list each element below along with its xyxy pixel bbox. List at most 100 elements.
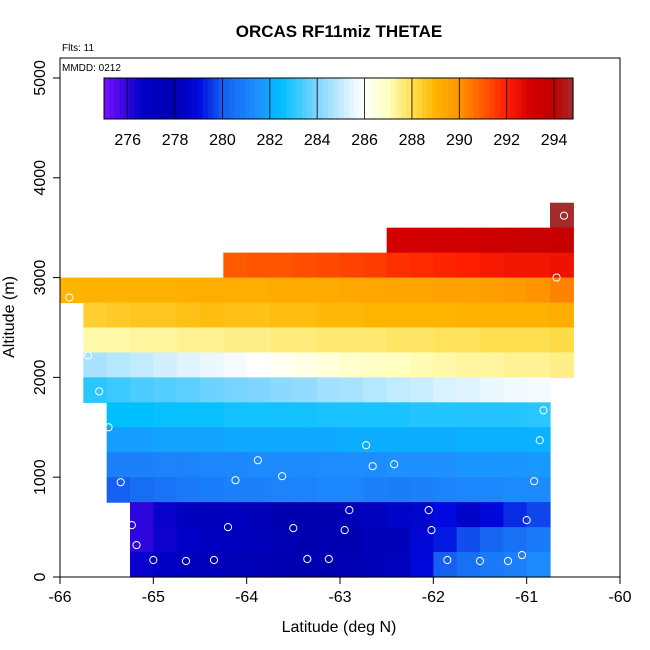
heatmap-cell	[130, 427, 154, 453]
heatmap-cell	[223, 452, 248, 478]
heatmap-cell	[223, 302, 248, 329]
sample-point	[443, 555, 452, 565]
colorbar-band	[234, 78, 241, 119]
heatmap-cell	[316, 277, 341, 304]
heatmap-cell	[433, 277, 458, 304]
heatmap-cell	[433, 252, 458, 279]
y-axis-label: Altitude (m)	[1, 276, 18, 358]
sample-point	[559, 211, 569, 220]
colorbar-band	[161, 78, 168, 119]
heatmap-cell	[316, 452, 341, 478]
colorbar-tick-label: 284	[304, 132, 331, 149]
heatmap-cell	[550, 227, 574, 254]
heatmap-cell	[176, 377, 201, 403]
colorbar-band	[567, 78, 574, 119]
heatmap-cell	[480, 302, 504, 329]
heatmap-cell	[176, 552, 201, 578]
heatmap-cell	[480, 502, 504, 528]
sample-point	[104, 423, 113, 432]
heatmap-cell	[410, 302, 434, 329]
heatmap-cell	[106, 352, 131, 378]
heatmap-cell	[456, 377, 481, 403]
colorbar-band	[541, 78, 548, 119]
heatmap-cell	[83, 352, 108, 378]
colorbar-band	[208, 78, 215, 119]
heatmap-cell	[130, 352, 154, 378]
heatmap-cell	[153, 302, 178, 329]
heatmap-cell	[480, 252, 504, 279]
heatmap-cell	[316, 552, 341, 578]
heatmap-cell	[293, 527, 318, 553]
colorbar-band	[421, 78, 428, 119]
sample-point	[503, 556, 513, 566]
heatmap-cell	[480, 402, 504, 428]
heatmap-cell	[223, 377, 248, 403]
heatmap-cell	[106, 402, 131, 428]
y-tick-label: 2000	[32, 359, 49, 395]
heatmap-cell	[270, 427, 294, 453]
heatmap-cell	[106, 277, 131, 304]
heatmap-cell	[316, 377, 341, 403]
heatmap-cell	[176, 402, 201, 428]
y-tick-label: 0	[32, 572, 49, 581]
heatmap-cell	[456, 302, 481, 329]
colorbar-band	[479, 78, 486, 119]
colorbar-band	[109, 78, 116, 119]
colorbar-band	[244, 78, 251, 119]
colorbar-band	[437, 78, 444, 119]
heatmap-cell	[176, 302, 201, 329]
heatmap-cell	[340, 552, 364, 578]
heatmap-cell	[410, 252, 434, 279]
colorbar-tick-label: 280	[209, 132, 236, 149]
heatmap-cell	[410, 427, 434, 453]
colorbar-band	[374, 78, 381, 119]
heatmap-cell	[363, 277, 388, 304]
colorbar-band	[114, 78, 121, 119]
colorbar-tick-label: 286	[351, 132, 378, 149]
heatmap-cell	[526, 227, 551, 254]
sample-point	[231, 476, 240, 485]
colorbar-band	[119, 78, 126, 119]
heatmap-cell	[503, 477, 528, 503]
heatmap-cell	[270, 402, 294, 428]
colorbar-band	[463, 78, 470, 119]
heatmap-cell	[130, 327, 154, 354]
heatmap-cell	[340, 477, 364, 503]
heatmap-cell	[223, 327, 248, 354]
sample-point	[535, 436, 544, 445]
heatmap-cell	[410, 377, 434, 403]
heatmap-cell	[176, 352, 201, 378]
sample-point	[149, 555, 158, 565]
heatmap-cell	[130, 377, 154, 403]
heatmap-cell	[433, 552, 458, 578]
heatmap-cell	[130, 552, 154, 578]
colorbar-band	[145, 78, 152, 119]
colorbar-band	[453, 78, 459, 119]
heatmap-cell	[410, 327, 434, 354]
flights-annotation: Flts: 11	[62, 43, 94, 54]
colorbar-band	[140, 78, 147, 119]
sample-point	[390, 460, 399, 469]
sample-point	[517, 550, 527, 560]
heatmap-cell	[386, 377, 411, 403]
colorbar-band	[520, 78, 527, 119]
heatmap-cell	[83, 277, 108, 304]
heatmap-cell	[410, 477, 434, 503]
heatmap-cell	[246, 377, 271, 403]
heatmap-cell	[480, 552, 504, 578]
x-tick-label: -63	[328, 589, 351, 606]
heatmap-cell	[550, 302, 574, 329]
y-tick-label: 3000	[32, 260, 49, 296]
colorbar-band	[531, 78, 538, 119]
colorbar-band	[249, 78, 256, 119]
colorbar-band	[369, 78, 376, 119]
colorbar-band	[427, 78, 433, 119]
heatmap-cell	[223, 252, 248, 279]
heatmap-cell	[503, 352, 528, 378]
y-tick-label: 1000	[32, 459, 49, 495]
heatmap-cell	[503, 302, 528, 329]
colorbar-band	[338, 78, 345, 119]
sample-point	[345, 506, 354, 515]
heatmap-cell	[200, 327, 224, 354]
colorbar-band	[239, 78, 246, 119]
